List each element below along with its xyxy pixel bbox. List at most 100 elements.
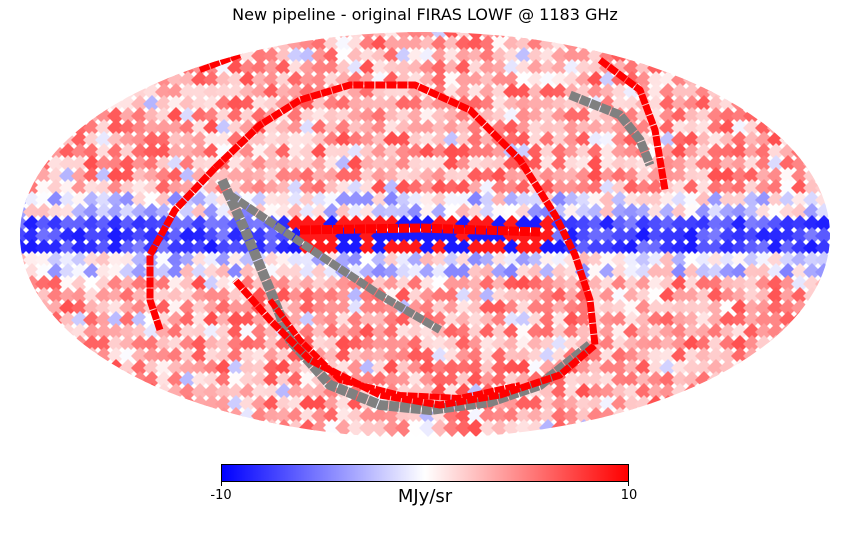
map-pixel	[299, 311, 317, 329]
map-pixel	[647, 323, 665, 341]
map-pixel	[539, 215, 557, 233]
map-pixel	[275, 59, 293, 77]
map-pixel	[47, 239, 65, 257]
map-pixel	[611, 167, 629, 185]
map-pixel	[443, 203, 461, 221]
map-pixel	[83, 347, 101, 365]
map-pixel	[35, 227, 53, 245]
map-pixel	[587, 83, 605, 101]
map-pixel	[767, 311, 785, 329]
map-pixel	[791, 215, 809, 233]
map-pixel	[179, 335, 197, 353]
map-pixel	[803, 215, 821, 233]
map-pixel	[167, 131, 185, 149]
map-pixel	[539, 59, 557, 77]
map-pixel	[395, 95, 413, 113]
map-pixel	[71, 251, 89, 269]
map-pixel	[539, 167, 557, 185]
map-pixel	[431, 371, 449, 389]
map-pixel	[35, 311, 53, 329]
map-pixel	[275, 395, 293, 413]
map-pixel	[563, 395, 581, 413]
map-pixel	[455, 287, 473, 305]
map-pixel	[431, 155, 449, 173]
map-pixel	[167, 155, 185, 173]
map-pixel	[239, 311, 257, 329]
map-pixel	[203, 143, 221, 161]
map-pixel	[731, 287, 749, 305]
map-pixel	[59, 335, 77, 353]
map-pixel	[311, 155, 329, 173]
map-pixel	[347, 239, 365, 257]
map-pixel	[83, 275, 101, 293]
map-pixel	[311, 407, 329, 425]
map-pixel	[131, 347, 149, 365]
map-pixel	[83, 119, 101, 137]
map-pixel	[47, 323, 65, 341]
map-pixel	[323, 323, 341, 341]
map-pixel	[371, 323, 389, 341]
map-pixel	[719, 371, 737, 389]
map-pixel	[719, 143, 737, 161]
map-pixel	[203, 239, 221, 257]
map-pixel	[263, 179, 281, 197]
map-pixel	[143, 179, 161, 197]
map-pixel	[563, 167, 581, 185]
map-pixel	[599, 215, 617, 233]
map-pixel	[683, 95, 701, 113]
map-pixel	[323, 191, 341, 209]
map-pixel	[71, 299, 89, 317]
map-pixel	[155, 83, 173, 101]
map-pixel	[551, 155, 569, 173]
map-pixel	[647, 83, 665, 101]
map-pixel	[47, 215, 65, 233]
map-pixel	[539, 407, 557, 425]
map-pixel	[263, 239, 281, 257]
map-pixel	[491, 47, 509, 65]
map-pixel	[395, 239, 413, 257]
map-pixel	[743, 191, 761, 209]
map-pixel	[371, 107, 389, 125]
map-pixel	[479, 155, 497, 173]
map-pixel	[671, 275, 689, 293]
map-pixel	[443, 32, 461, 41]
map-pixel	[299, 203, 317, 221]
map-pixel	[467, 131, 485, 149]
map-pixel	[275, 359, 293, 377]
map-pixel	[791, 263, 809, 281]
map-pixel	[779, 167, 797, 185]
map-pixel	[671, 263, 689, 281]
map-pixel	[539, 71, 557, 89]
map-pixel	[563, 47, 581, 65]
map-pixel	[467, 179, 485, 197]
map-pixel	[359, 311, 377, 329]
map-pixel	[743, 203, 761, 221]
map-pixel	[527, 143, 545, 161]
map-pixel	[455, 407, 473, 425]
map-pixel	[755, 107, 773, 125]
map-pixel	[203, 227, 221, 245]
map-pixel	[563, 335, 581, 353]
map-pixel	[707, 371, 725, 389]
map-pixel	[347, 323, 365, 341]
map-pixel	[527, 131, 545, 149]
map-pixel	[623, 155, 641, 173]
map-pixel	[455, 239, 473, 257]
map-pixel	[419, 335, 437, 353]
map-pixel	[539, 95, 557, 113]
map-pixel	[407, 275, 425, 293]
map-pixel	[575, 227, 593, 245]
map-pixel	[539, 335, 557, 353]
map-pixel	[599, 251, 617, 269]
masked-band-upper-right	[568, 90, 655, 167]
map-pixel	[467, 251, 485, 269]
map-pixel	[599, 167, 617, 185]
map-pixel	[575, 119, 593, 137]
map-pixel	[191, 119, 209, 137]
map-pixel	[251, 155, 269, 173]
map-pixel	[719, 347, 737, 365]
map-pixel	[707, 263, 725, 281]
map-pixel	[227, 287, 245, 305]
map-pixel	[395, 32, 413, 41]
map-pixel	[227, 71, 245, 89]
